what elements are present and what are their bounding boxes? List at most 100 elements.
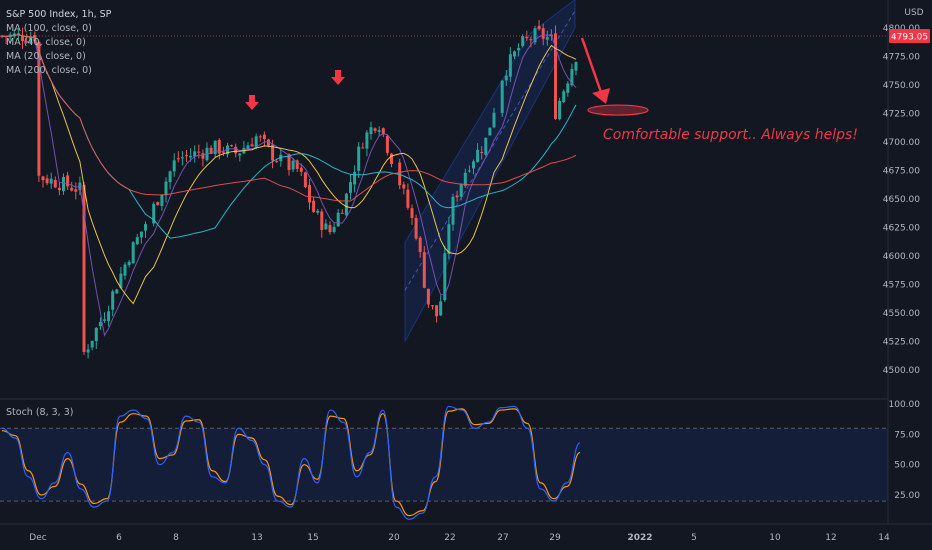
candle-body	[139, 231, 143, 238]
candle-body	[435, 305, 439, 317]
price-tick-label: 4525.00	[883, 338, 920, 348]
candle-body	[545, 37, 549, 40]
candle-body	[324, 223, 328, 230]
candle-body	[504, 75, 508, 81]
support-zone-ellipse	[587, 104, 649, 116]
time-tick-label: 14	[878, 533, 890, 543]
price-tick-label: 4775.00	[883, 53, 920, 63]
candle-body	[287, 154, 291, 170]
candle-body	[295, 160, 299, 169]
ma-100-label[interactable]: MA (100, close, 0)	[6, 23, 92, 34]
candle-body	[558, 100, 562, 120]
candle-body	[275, 161, 279, 163]
candle-body	[426, 288, 430, 305]
candle-body	[344, 193, 348, 216]
candle-body	[361, 147, 365, 149]
candle-body	[250, 144, 254, 147]
candle-body	[402, 184, 406, 189]
time-tick-label: 29	[549, 533, 561, 543]
candle-body	[418, 237, 422, 252]
candle-body	[537, 26, 541, 30]
ma-200-label[interactable]: MA (200, close, 0)	[6, 65, 92, 76]
candle-body	[299, 167, 303, 172]
symbol-title[interactable]: S&P 500 Index, 1h, SP	[6, 9, 112, 20]
candle-body	[144, 224, 147, 231]
candle-body	[562, 91, 566, 102]
candle-body	[353, 171, 357, 185]
support-arrow-shaft	[580, 37, 604, 96]
support-arrow-head	[592, 88, 610, 104]
candle-body	[484, 137, 488, 155]
candle-body	[16, 33, 20, 36]
candle-body	[131, 242, 135, 264]
candle-body	[467, 170, 471, 172]
annotation-text: Comfortable support.. Always helps!	[603, 127, 858, 143]
candle-body	[168, 171, 172, 183]
stoch-tick-label: 50.00	[894, 461, 920, 471]
candle-body	[103, 319, 106, 321]
candle-body	[279, 154, 283, 162]
candle-body	[41, 176, 45, 181]
candle-body	[70, 187, 74, 191]
candle-body	[332, 226, 336, 233]
candle-body	[94, 327, 98, 342]
candle-body	[226, 145, 229, 155]
price-tick-label: 4725.00	[883, 110, 920, 120]
candle-body	[217, 140, 221, 154]
ma-20-label[interactable]: MA (20, close, 0)	[6, 51, 86, 62]
candle-body	[152, 203, 156, 224]
stoch-tick-label: 75.00	[894, 430, 920, 440]
candle-body	[271, 144, 275, 161]
candle-body	[176, 158, 180, 160]
price-tag-box	[889, 28, 930, 43]
stoch-tick-label: 25.00	[894, 491, 920, 501]
candle-body	[414, 217, 418, 239]
candle-body	[258, 136, 262, 138]
candle-body	[439, 301, 443, 316]
candle-body	[398, 162, 402, 186]
time-tick-label: 13	[251, 533, 262, 543]
candle-body	[455, 195, 459, 198]
candle-body	[37, 42, 41, 176]
candle-body	[508, 54, 512, 77]
price-tick-label: 4650.00	[883, 195, 920, 205]
candle-body	[193, 151, 197, 157]
price-tag-text: 4793.05	[891, 32, 928, 42]
price-tick-label: 4750.00	[883, 81, 920, 91]
stoch-k-line	[1, 405, 581, 520]
candle-body	[57, 187, 61, 191]
candle-body	[316, 210, 320, 213]
candle-body	[390, 153, 393, 164]
time-tick-label: 2022	[627, 533, 652, 543]
ma-40-label[interactable]: MA (40, close, 0)	[6, 37, 86, 48]
candle-body	[21, 35, 24, 42]
candle-body	[373, 128, 377, 131]
candle-body	[90, 340, 94, 348]
time-tick-label: 27	[497, 533, 508, 543]
candle-body	[554, 33, 557, 119]
candle-body	[513, 51, 516, 57]
candle-body	[74, 189, 78, 192]
candle-body	[213, 140, 217, 154]
candle-body	[234, 146, 238, 154]
candle-body	[254, 136, 258, 148]
candle-body	[49, 178, 53, 184]
candle-body	[480, 152, 484, 154]
candle-body	[291, 160, 295, 170]
peak-arrow-13	[245, 95, 259, 110]
candle-body	[246, 145, 250, 150]
candle-body	[328, 225, 332, 233]
candle-body	[111, 291, 115, 310]
stoch-legend[interactable]: Stoch (8, 3, 3)	[6, 406, 73, 420]
time-tick-label: Dec	[29, 533, 46, 543]
candle-body	[443, 253, 447, 301]
candle-body	[53, 179, 57, 188]
candle-body	[201, 153, 205, 159]
candle-body	[115, 289, 119, 294]
candle-body	[447, 224, 451, 254]
stoch-label[interactable]: Stoch (8, 3, 3)	[6, 407, 74, 418]
candle-body	[369, 127, 373, 135]
time-tick-label: 10	[769, 533, 781, 543]
candle-body	[262, 134, 266, 140]
